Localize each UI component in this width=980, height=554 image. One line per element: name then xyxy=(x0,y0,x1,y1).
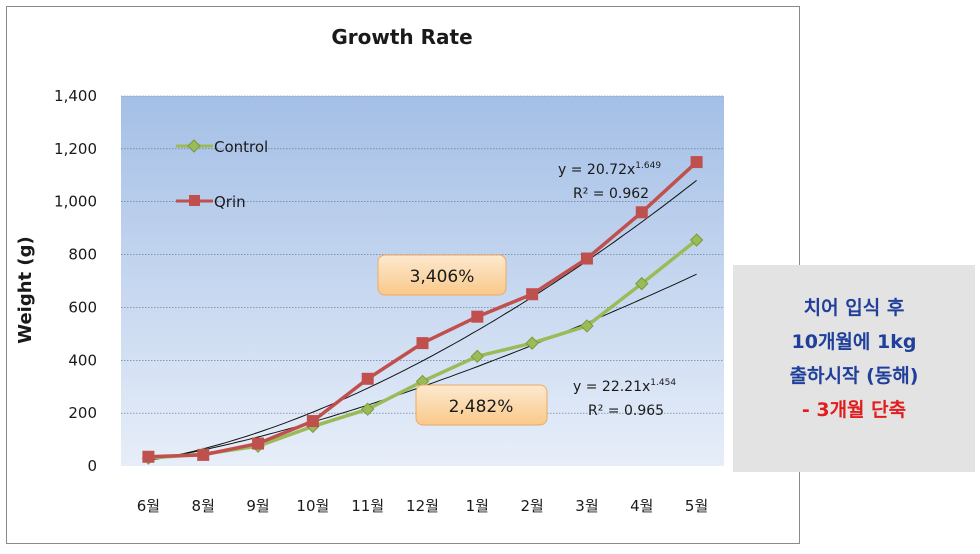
y-tick-label: 200 xyxy=(68,404,97,422)
gridlines xyxy=(121,95,724,414)
x-tick-label: 3월 xyxy=(575,497,598,515)
x-tick-label: 2월 xyxy=(520,497,543,515)
y-tick-label: 600 xyxy=(68,298,97,316)
chart-title: Growth Rate xyxy=(331,25,472,49)
data-point-control xyxy=(580,319,594,333)
data-point-qrin xyxy=(635,206,648,219)
control-r2-text: R² = 0.965 xyxy=(588,403,664,419)
side-note-line-1: 치어 입식 후 xyxy=(803,297,905,319)
tick-labels: 0 200 400 600 800 1,000 1,200 1,400 6월 8월 9월 10월 11월… xyxy=(54,87,708,515)
y-axis-label: Weight (g) xyxy=(15,236,36,344)
qrin-growth-percent: 3,406% xyxy=(410,267,475,287)
data-point-qrin xyxy=(471,310,484,323)
side-note-line-4: - 3개월 단축 xyxy=(801,399,907,421)
data-point-control xyxy=(360,402,375,416)
x-tick-label: 6월 xyxy=(137,497,160,515)
control-growth-percent: 2,482% xyxy=(449,397,514,417)
data-point-qrin xyxy=(690,156,703,169)
side-note-line-3: 출하시작 (동해) xyxy=(789,365,919,387)
data-point-qrin xyxy=(197,448,210,461)
x-tick-label: 10월 xyxy=(296,497,329,515)
data-point-control xyxy=(689,233,704,247)
x-tick-label: 9월 xyxy=(246,497,269,515)
y-tick-label: 1,400 xyxy=(54,87,97,105)
control-equation-exponent: 1.454 xyxy=(650,378,676,388)
y-tick-label: 0 xyxy=(87,457,97,475)
legend: Control Qrin xyxy=(176,138,268,211)
data-point-control xyxy=(470,349,485,364)
qrin-equation-exponent: 1.649 xyxy=(635,161,661,171)
svg-text:y = 22.21x1.454: y = 22.21x1.454 xyxy=(573,378,676,395)
data-point-qrin xyxy=(252,437,265,450)
qrin-r2-text: R² = 0.962 xyxy=(573,186,649,202)
side-note-box: 치어 입식 후 10개월에 1kg 출하시작 (동해) - 3개월 단축 xyxy=(733,265,975,472)
x-tick-label: 4월 xyxy=(630,497,653,515)
x-tick-label: 12월 xyxy=(406,497,439,515)
data-point-qrin xyxy=(526,288,539,301)
x-tick-label: 8월 xyxy=(192,497,215,515)
control-growth-callout: 2,482% xyxy=(415,384,548,426)
y-tick-label: 800 xyxy=(68,246,97,264)
side-note-line-2: 10개월에 1kg xyxy=(791,331,917,353)
y-tick-label: 1,200 xyxy=(54,140,97,158)
svg-text:y = 20.72x1.649: y = 20.72x1.649 xyxy=(558,161,661,178)
qrin-equation-text: y = 20.72x xyxy=(558,162,635,178)
data-point-control xyxy=(635,276,649,291)
growth-rate-chart: 0 200 400 600 800 1,000 1,200 1,400 6월 8월 9월 10월 11월… xyxy=(15,25,724,515)
x-tick-label: 1월 xyxy=(466,497,489,515)
data-point-qrin xyxy=(142,450,155,463)
series-lines xyxy=(141,156,704,465)
data-point-qrin xyxy=(361,372,374,385)
data-point-qrin xyxy=(580,252,593,265)
trendline-qrin xyxy=(148,180,697,461)
qrin-growth-callout: 3,406% xyxy=(377,254,507,296)
data-point-control xyxy=(525,336,539,350)
legend-qrin-marker xyxy=(189,195,200,206)
x-tick-label: 11월 xyxy=(351,497,384,515)
chart-frame: 0 200 400 600 800 1,000 1,200 1,400 6월 8월 9월 10월 11월… xyxy=(6,6,800,544)
legend-control-label: Control xyxy=(214,138,268,156)
data-point-qrin xyxy=(416,337,429,350)
y-tick-label: 400 xyxy=(68,351,97,369)
legend-control-marker xyxy=(187,139,201,153)
data-point-qrin xyxy=(306,415,319,428)
x-tick-label: 5월 xyxy=(685,497,708,515)
y-tick-label: 1,000 xyxy=(54,193,97,211)
legend-qrin-label: Qrin xyxy=(214,193,246,211)
qrin-trend-equation: y = 20.72x1.649 R² = 0.962 xyxy=(558,161,661,202)
control-trend-equation: y = 22.21x1.454 R² = 0.965 xyxy=(573,378,676,419)
control-equation-text: y = 22.21x xyxy=(573,379,650,395)
